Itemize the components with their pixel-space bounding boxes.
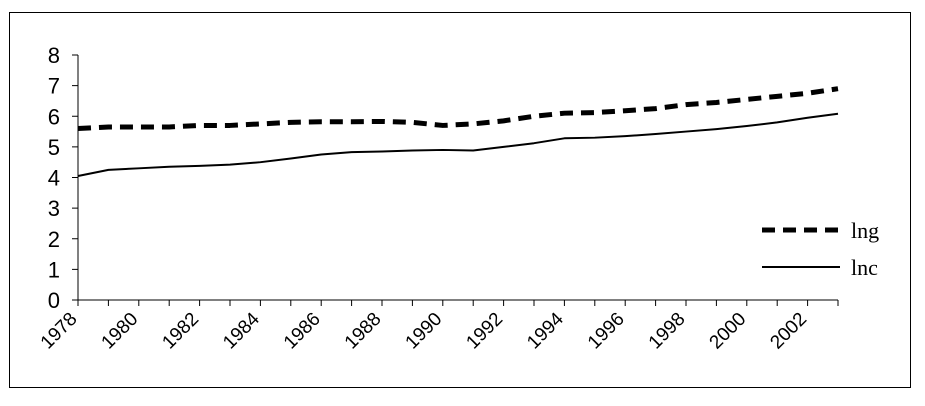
x-tick-label: 1988 — [341, 309, 386, 354]
y-tick-label: 3 — [48, 196, 60, 221]
x-tick-label: 1996 — [584, 309, 629, 354]
x-tick-label: 1992 — [462, 309, 507, 354]
series-line-lnc — [77, 112, 839, 177]
x-tick-label: 1998 — [645, 309, 690, 354]
y-axis: 0 1 2 3 4 5 6 7 8 — [48, 43, 79, 313]
x-tick-label: 2000 — [706, 309, 751, 354]
y-tick-label: 7 — [48, 74, 60, 99]
chart-frame — [9, 12, 911, 388]
legend: lng lnc — [762, 218, 879, 280]
y-tick-label: 2 — [48, 227, 60, 252]
x-tick-label: 1994 — [523, 308, 568, 353]
y-tick-label: 1 — [48, 257, 60, 282]
series-line-lng — [77, 86, 839, 131]
y-tick-label: 8 — [48, 43, 60, 68]
x-tick-label: 1990 — [402, 309, 447, 354]
y-tick-label: 4 — [48, 166, 60, 191]
y-tick-label: 6 — [48, 104, 60, 129]
x-tick-label: 1982 — [158, 309, 203, 354]
x-tick-label: 1980 — [98, 309, 143, 354]
x-tick-label: 1984 — [219, 308, 264, 353]
x-axis: 1978 1980 1982 1984 1986 1988 1990 1992 1994 1996… — [37, 299, 839, 354]
x-tick-label: 1986 — [280, 309, 325, 354]
y-tick-label: 5 — [48, 135, 60, 160]
x-tick-label: 2002 — [766, 309, 811, 354]
series-layer — [77, 86, 839, 177]
y-tick-label: 0 — [48, 288, 60, 313]
x-tick-label: 1978 — [37, 309, 82, 354]
legend-label-lnc: lnc — [851, 255, 878, 280]
legend-label-lng: lng — [851, 218, 879, 243]
